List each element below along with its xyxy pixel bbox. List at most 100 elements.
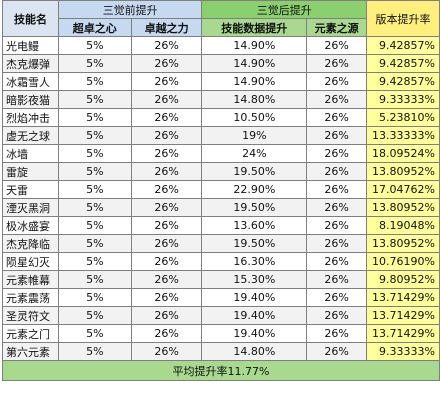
element-source-cell: 26% <box>306 342 368 361</box>
skill-name-cell: 元素震荡 <box>2 288 59 307</box>
skill-data-cell: 14.80% <box>201 342 308 361</box>
version-rate-cell: 5.23810% <box>366 108 440 127</box>
version-rate-cell: 9.80952% <box>366 270 440 289</box>
excellence-power-cell: 26% <box>130 324 203 343</box>
excellence-power-cell: 26% <box>130 108 203 127</box>
super-heart-cell: 5% <box>57 180 132 199</box>
super-heart-cell: 5% <box>57 198 132 217</box>
super-heart-cell: 5% <box>57 306 132 325</box>
version-rate-cell: 9.42857% <box>366 54 440 73</box>
skill-data-cell: 13.60% <box>201 216 308 235</box>
skill-data-cell: 19.40% <box>201 324 308 343</box>
skill-data-cell: 19% <box>201 126 308 145</box>
skill-data-cell: 14.90% <box>201 54 308 73</box>
skill-data-cell: 19.50% <box>201 234 308 253</box>
element-source-cell: 26% <box>306 198 368 217</box>
element-source-cell: 26% <box>306 270 368 289</box>
skill-data-cell: 22.90% <box>201 180 308 199</box>
table-row: 元素震荡 5% 26% 19.40% 26% 13.71429% <box>2 288 440 307</box>
super-heart-cell: 5% <box>57 144 132 163</box>
element-source-cell: 26% <box>306 252 368 271</box>
super-heart-cell: 5% <box>57 324 132 343</box>
element-source-cell: 26% <box>306 90 368 109</box>
excellence-power-cell: 26% <box>130 234 203 253</box>
version-rate-cell: 13.80952% <box>366 234 440 253</box>
super-heart-cell: 5% <box>57 270 132 289</box>
element-source-cell: 26% <box>306 108 368 127</box>
table-row: 圣灵符文 5% 26% 19.40% 26% 13.71429% <box>2 306 440 325</box>
element-source-cell: 26% <box>306 180 368 199</box>
element-source-cell: 26% <box>306 126 368 145</box>
version-rate-cell: 13.80952% <box>366 162 440 181</box>
excellence-power-cell: 26% <box>130 162 203 181</box>
table-row: 元素之门 5% 26% 19.40% 26% 13.71429% <box>2 324 440 343</box>
element-source-cell: 26% <box>306 234 368 253</box>
super-heart-cell: 5% <box>57 126 132 145</box>
skill-name-cell: 极冰盛宴 <box>2 216 59 235</box>
excellence-power-cell: 26% <box>130 72 203 91</box>
element-source-cell: 26% <box>306 72 368 91</box>
element-source-cell: 26% <box>306 306 368 325</box>
super-heart-cell: 5% <box>57 216 132 235</box>
header-skill-name: 技能名 <box>2 0 59 37</box>
element-source-cell: 26% <box>306 36 368 55</box>
skill-name-cell: 杰克降临 <box>2 234 59 253</box>
header-after-awakening: 三觉后提升 <box>201 0 368 19</box>
skill-data-cell: 14.90% <box>201 36 308 55</box>
skill-name-cell: 天雷 <box>2 180 59 199</box>
element-source-cell: 26% <box>306 162 368 181</box>
table-row: 杰克降临 5% 26% 19.50% 26% 13.80952% <box>2 234 440 253</box>
skill-data-cell: 19.40% <box>201 306 308 325</box>
super-heart-cell: 5% <box>57 342 132 361</box>
excellence-power-cell: 26% <box>130 54 203 73</box>
table-row: 雷旋 5% 26% 19.50% 26% 13.80952% <box>2 162 440 181</box>
header-excellence-power: 卓越之力 <box>130 18 203 37</box>
table-row: 第六元素 5% 26% 14.80% 26% 9.33333% <box>2 342 440 361</box>
element-source-cell: 26% <box>306 216 368 235</box>
header-element-source: 元素之源 <box>306 18 368 37</box>
skill-name-cell: 杰克爆弹 <box>2 54 59 73</box>
header-skill-data: 技能数据提升 <box>201 18 308 37</box>
excellence-power-cell: 26% <box>130 270 203 289</box>
excellence-power-cell: 26% <box>130 198 203 217</box>
super-heart-cell: 5% <box>57 72 132 91</box>
skill-name-cell: 雷旋 <box>2 162 59 181</box>
table-row: 极冰盛宴 5% 26% 13.60% 26% 8.19048% <box>2 216 440 235</box>
element-source-cell: 26% <box>306 324 368 343</box>
super-heart-cell: 5% <box>57 54 132 73</box>
skill-data-cell: 19.50% <box>201 162 308 181</box>
excellence-power-cell: 26% <box>130 216 203 235</box>
table-row: 虚无之球 5% 26% 19% 26% 13.33333% <box>2 126 440 145</box>
excellence-power-cell: 26% <box>130 306 203 325</box>
table-body: 光电鳗 5% 26% 14.90% 26% 9.42857% 杰克爆弹 5% 26% 14.90%… <box>2 36 440 361</box>
excellence-power-cell: 26% <box>130 180 203 199</box>
element-source-cell: 26% <box>306 288 368 307</box>
table-row: 天雷 5% 26% 22.90% 26% 17.04762% <box>2 180 440 199</box>
super-heart-cell: 5% <box>57 288 132 307</box>
excellence-power-cell: 26% <box>130 126 203 145</box>
table-row: 湮灭黑洞 5% 26% 19.50% 26% 13.80952% <box>2 198 440 217</box>
skill-data-cell: 14.90% <box>201 72 308 91</box>
table-row: 冰墙 5% 26% 24% 26% 18.09524% <box>2 144 440 163</box>
header-before-awakening: 三觉前提升 <box>57 0 203 19</box>
skill-data-cell: 10.50% <box>201 108 308 127</box>
version-rate-cell: 10.76190% <box>366 252 440 271</box>
super-heart-cell: 5% <box>57 234 132 253</box>
version-rate-cell: 18.09524% <box>366 144 440 163</box>
table-row: 光电鳗 5% 26% 14.90% 26% 9.42857% <box>2 36 440 55</box>
skill-name-cell: 冰墙 <box>2 144 59 163</box>
version-rate-cell: 9.42857% <box>366 72 440 91</box>
skill-data-cell: 19.40% <box>201 288 308 307</box>
excellence-power-cell: 26% <box>130 288 203 307</box>
version-rate-cell: 9.33333% <box>366 342 440 361</box>
skill-data-cell: 14.80% <box>201 90 308 109</box>
skill-name-cell: 第六元素 <box>2 342 59 361</box>
skill-name-cell: 陨星幻灭 <box>2 252 59 271</box>
super-heart-cell: 5% <box>57 36 132 55</box>
excellence-power-cell: 26% <box>130 342 203 361</box>
table-row: 陨星幻灭 5% 26% 16.30% 26% 10.76190% <box>2 252 440 271</box>
excellence-power-cell: 26% <box>130 252 203 271</box>
table-row: 烈焰冲击 5% 26% 10.50% 26% 5.23810% <box>2 108 440 127</box>
skill-name-cell: 虚无之球 <box>2 126 59 145</box>
version-rate-cell: 9.33333% <box>366 90 440 109</box>
